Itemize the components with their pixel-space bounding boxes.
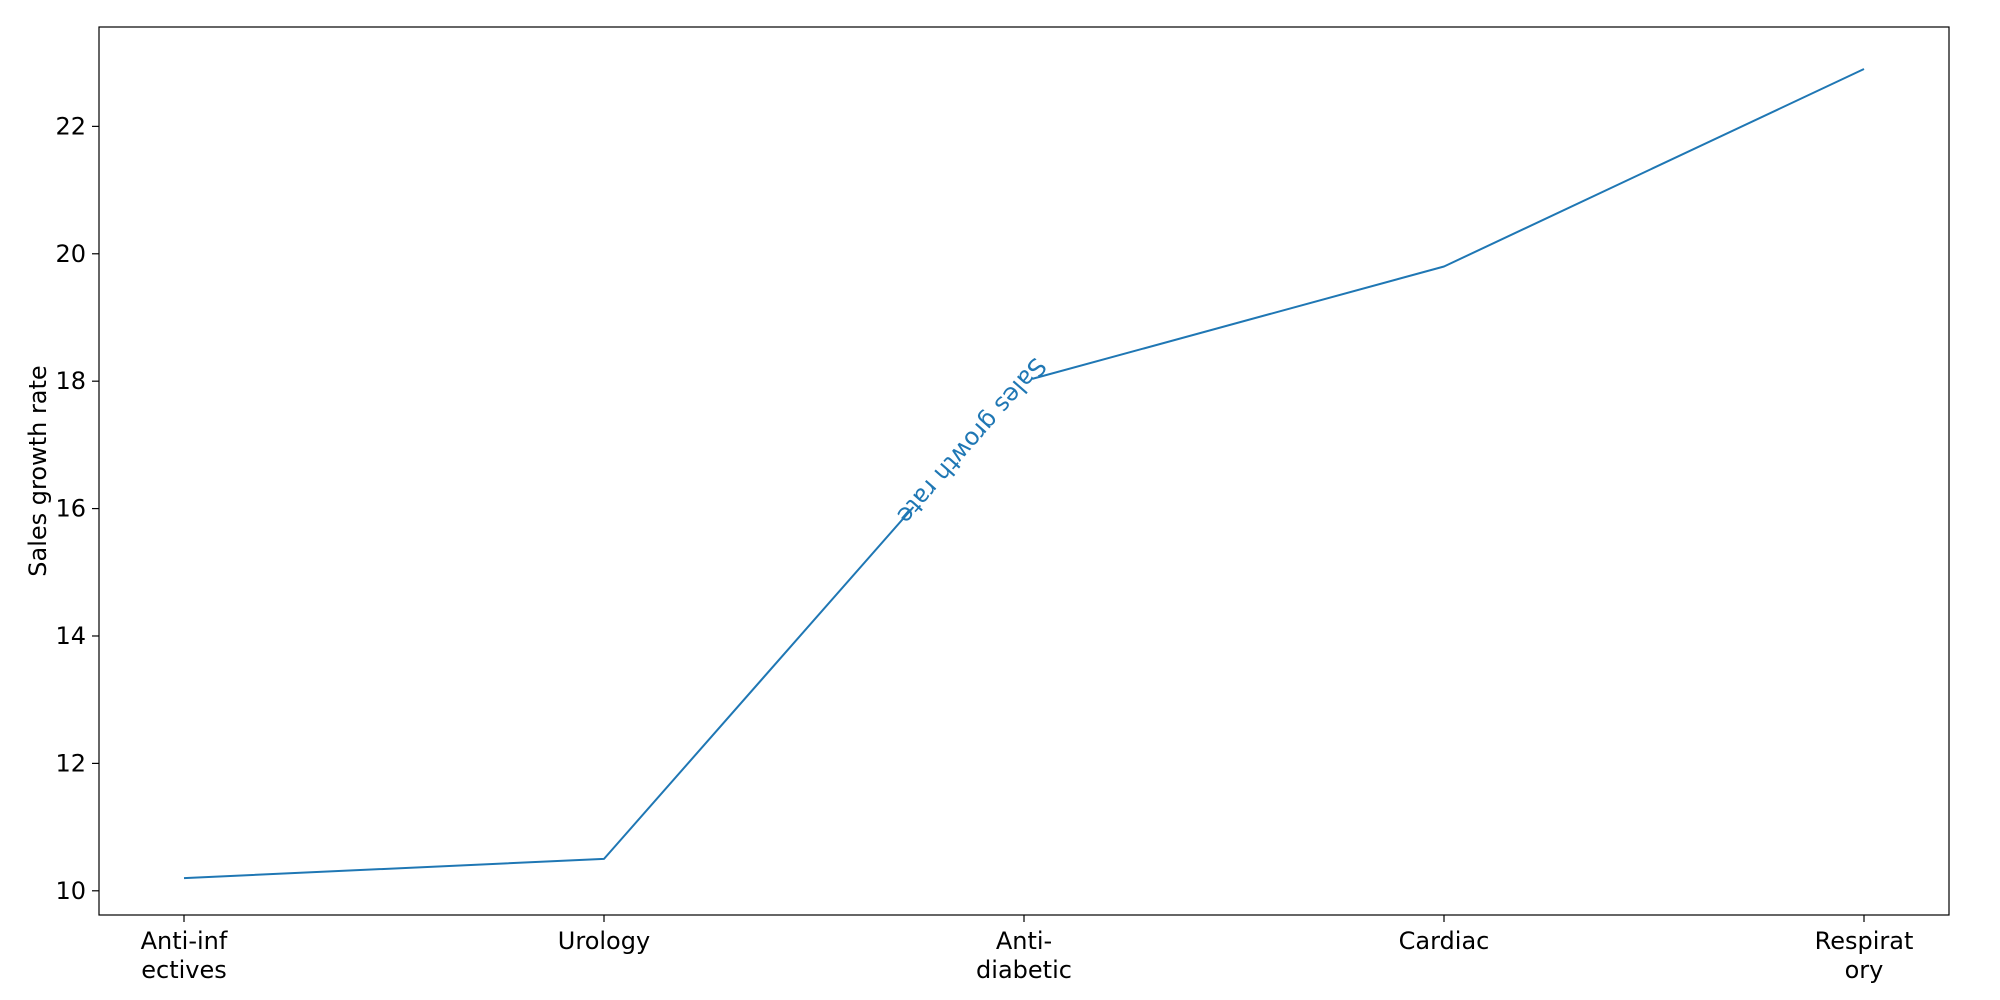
x-tick-label: Respirat ory [1815,927,1914,984]
series-line-segment [183,506,915,880]
y-tick-label: 12 [55,749,86,777]
y-tick-label: 10 [55,877,86,905]
x-tick-label-line: ectives [141,956,227,984]
x-tick-label: Urology [558,927,650,955]
y-tick-label: 16 [55,495,86,523]
x-axis: Anti-inf ectives Urology Anti-diabetic Cardi… [141,915,1914,984]
x-tick-label: Anti-diabetic [976,927,1072,984]
x-tick-label-line: Respirat [1815,927,1914,955]
x-tick-label-line: Anti-inf [141,927,228,955]
y-axis-label: Sales growth rate [24,365,52,576]
series-layer: Sales growth rate [183,68,1865,880]
x-tick-label-line: diabetic [976,956,1072,984]
x-tick-label-line: Cardiac [1399,927,1490,955]
y-axis: 10 12 14 16 18 20 22 [55,112,99,905]
x-tick-label: Anti-inf ectives [141,927,228,984]
series-line-segment [1031,68,1865,380]
x-tick-label-line: Anti- [996,927,1052,955]
y-tick-label: 18 [55,367,86,395]
series-inline-label: Sales growth rate [891,352,1052,529]
y-tick-label: 20 [55,240,86,268]
x-tick-label: Cardiac [1399,927,1490,955]
y-tick-label: 14 [55,622,86,650]
y-tick-label: 22 [55,112,86,140]
x-tick-label-line: ory [1845,956,1884,984]
x-tick-label-line: Urology [558,927,650,955]
